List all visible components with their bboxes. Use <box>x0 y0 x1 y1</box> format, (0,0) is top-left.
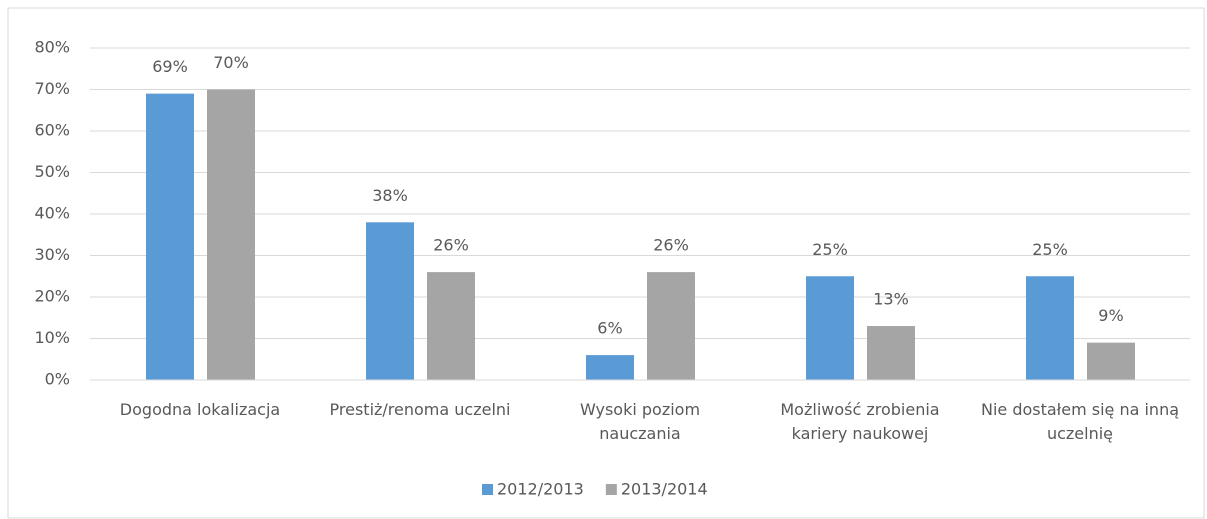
bar <box>366 222 414 380</box>
legend-swatch <box>482 484 493 495</box>
bar <box>1087 342 1135 380</box>
legend-label: 2012/2013 <box>497 480 584 499</box>
x-tick-label: Wysoki poziom nauczania <box>579 400 701 443</box>
data-label: 26% <box>653 236 689 255</box>
y-tick-label: 30% <box>34 245 70 264</box>
data-label: 9% <box>1098 306 1123 325</box>
bar <box>586 355 634 380</box>
bar <box>867 326 915 380</box>
bar <box>207 89 255 380</box>
x-tick-label: Nie dostałem się na inną uczelnię <box>980 400 1180 443</box>
data-label: 25% <box>1032 240 1068 259</box>
x-tick-label: Możliwość zrobienia kariery naukowej <box>780 400 940 443</box>
y-tick-label: 60% <box>34 121 70 140</box>
y-tick-label: 0% <box>45 370 70 389</box>
x-tick-label: Prestiż/renoma uczelni <box>329 400 511 419</box>
data-label: 69% <box>152 57 188 76</box>
bar <box>427 272 475 380</box>
y-tick-label: 20% <box>34 287 70 306</box>
y-tick-label: 10% <box>34 328 70 347</box>
legend-swatch <box>605 484 617 495</box>
y-tick-label: 40% <box>34 204 70 223</box>
bar <box>1026 276 1074 380</box>
bar <box>806 276 854 380</box>
data-label: 70% <box>213 53 249 72</box>
chart-border <box>7 7 1205 519</box>
data-label: 25% <box>812 240 848 259</box>
y-tick-label: 80% <box>34 38 70 57</box>
data-label: 13% <box>873 290 909 309</box>
legend-label: 2013/2014 <box>621 480 708 499</box>
y-tick-label: 50% <box>34 162 70 181</box>
y-tick-label: 70% <box>34 79 70 98</box>
x-tick-label: Dogodna lokalizacja <box>119 400 281 419</box>
data-label: 38% <box>372 186 408 205</box>
bar <box>146 93 194 381</box>
data-label: 6% <box>597 319 622 338</box>
data-label: 26% <box>433 236 469 255</box>
bar <box>647 272 695 380</box>
